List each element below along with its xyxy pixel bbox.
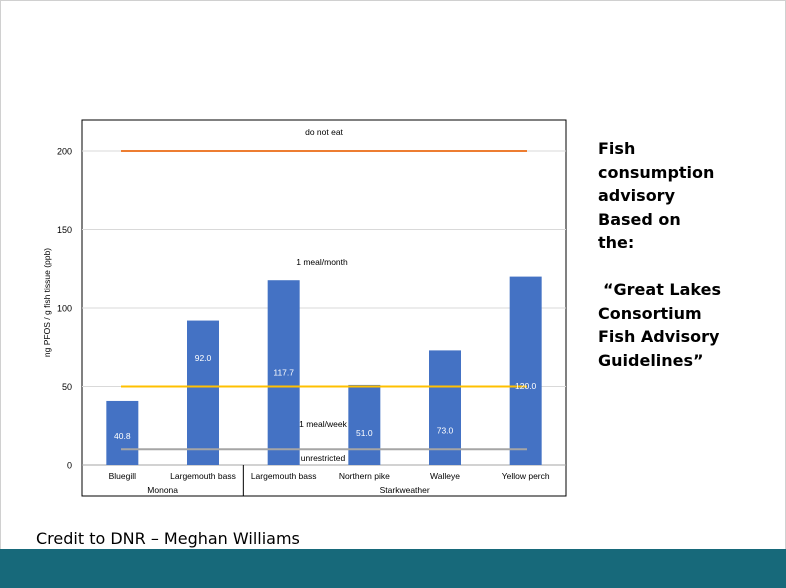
- bar: [509, 276, 542, 465]
- advisory-line: [598, 255, 778, 279]
- credit-text: Credit to DNR – Meghan Williams: [36, 529, 300, 548]
- advisory-line: consumption: [598, 162, 715, 182]
- group-label: Monona: [147, 485, 178, 495]
- bar: [429, 350, 461, 465]
- y-tick-label: 50: [62, 382, 72, 392]
- bar: [187, 320, 219, 465]
- x-tick-label: Northern pike: [339, 471, 390, 481]
- x-tick-label: Largemouth bass: [170, 471, 236, 481]
- threshold-label: 1 meal/week: [299, 419, 347, 429]
- threshold-label: 1 meal/month: [296, 257, 348, 267]
- data-label: 117.7: [273, 368, 294, 378]
- data-label: 51.0: [356, 428, 373, 438]
- footer-band: [0, 549, 786, 588]
- pfos-bar-chart: 0 50 100 150 200 ng PFOS / g fish tissue (ppb…: [42, 119, 567, 497]
- y-tick-label: 200: [57, 147, 72, 157]
- advisory-line: the:: [598, 233, 635, 252]
- x-tick-label: Bluegill: [109, 471, 137, 481]
- data-label: 92.0: [195, 353, 212, 363]
- x-tick-label: Walleye: [430, 471, 460, 481]
- y-tick-label: 150: [57, 225, 72, 235]
- advisory-line: Consortium: [598, 303, 702, 323]
- y-axis-label: ng PFOS / g fish tissue (ppb): [42, 248, 52, 357]
- threshold-label: unrestricted: [301, 453, 346, 463]
- bar: [348, 384, 381, 465]
- group-label: Starkweather: [380, 485, 430, 495]
- data-label: 73.0: [437, 426, 454, 436]
- data-label: 120.0: [515, 381, 537, 391]
- y-tick-label: 0: [67, 461, 72, 471]
- advisory-line: Fish: [598, 139, 636, 158]
- advisory-line: Fish Advisory: [598, 327, 720, 346]
- threshold-label: do not eat: [305, 127, 343, 137]
- x-tick-label: Yellow perch: [502, 471, 550, 481]
- y-tick-label: 100: [57, 304, 72, 314]
- advisory-line: advisory: [598, 186, 675, 205]
- advisory-line: Guidelines”: [598, 350, 704, 370]
- data-label: 40.8: [114, 431, 131, 441]
- advisory-line: “Great Lakes: [603, 280, 721, 299]
- bar: [267, 280, 300, 465]
- advisory-text: Fish consumption advisory Based on the: …: [598, 137, 778, 372]
- x-tick-label: Largemouth bass: [251, 471, 317, 481]
- bar: [106, 400, 139, 465]
- advisory-line: Based on: [598, 209, 681, 229]
